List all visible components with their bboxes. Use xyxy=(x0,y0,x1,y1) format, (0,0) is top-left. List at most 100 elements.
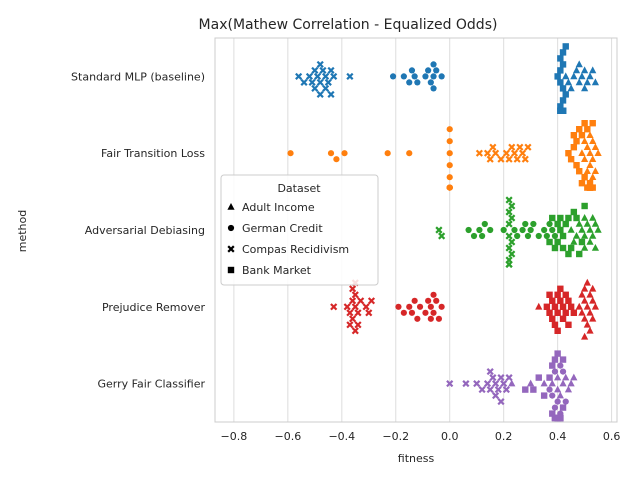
data-point xyxy=(581,214,589,221)
data-point xyxy=(570,72,578,80)
data-point xyxy=(562,373,570,381)
data-point xyxy=(492,380,500,388)
x-tick-label: −0.6 xyxy=(274,430,301,443)
data-point xyxy=(554,350,561,357)
data-point xyxy=(446,184,453,191)
data-point xyxy=(576,126,583,133)
data-point xyxy=(505,220,513,228)
data-point xyxy=(311,84,319,92)
data-point xyxy=(559,232,567,240)
data-point xyxy=(287,150,294,157)
data-point xyxy=(311,66,319,74)
data-point xyxy=(586,72,594,80)
data-point xyxy=(572,66,581,74)
data-point xyxy=(313,72,322,80)
data-point xyxy=(583,220,591,227)
data-point xyxy=(559,61,567,68)
data-point xyxy=(518,149,527,157)
data-point xyxy=(438,232,446,240)
data-point xyxy=(581,202,588,210)
data-point xyxy=(351,303,359,311)
data-point xyxy=(406,79,413,86)
x-axis-label: fitness xyxy=(398,452,435,465)
data-point xyxy=(578,132,586,139)
data-point xyxy=(581,232,589,239)
data-point xyxy=(557,67,564,74)
data-point xyxy=(489,143,497,151)
data-point xyxy=(576,168,583,175)
data-point xyxy=(430,291,437,298)
data-point xyxy=(586,184,594,191)
data-point xyxy=(567,156,575,163)
data-point xyxy=(591,143,600,150)
data-point xyxy=(411,73,418,80)
data-point xyxy=(433,67,440,74)
data-point xyxy=(549,214,556,222)
data-point xyxy=(559,85,567,92)
data-point xyxy=(557,79,564,86)
data-point xyxy=(446,174,453,181)
data-point xyxy=(562,220,569,228)
data-point xyxy=(549,315,556,322)
data-point xyxy=(400,73,407,80)
data-point xyxy=(508,143,516,151)
legend-marker-x xyxy=(227,245,235,253)
data-point xyxy=(541,226,548,234)
data-point xyxy=(575,60,583,68)
data-point xyxy=(487,226,494,234)
data-point xyxy=(316,78,324,86)
data-point xyxy=(400,309,407,316)
data-point xyxy=(589,120,596,127)
data-point xyxy=(300,78,308,86)
data-point xyxy=(562,398,569,405)
data-point xyxy=(433,297,440,304)
data-point xyxy=(530,386,537,393)
data-point xyxy=(573,162,580,169)
plot-frame xyxy=(214,37,618,423)
data-point xyxy=(557,226,564,234)
data-point xyxy=(559,107,567,114)
data-point xyxy=(427,303,434,310)
data-point xyxy=(589,214,597,221)
data-point xyxy=(586,308,594,316)
data-point xyxy=(562,309,569,316)
data-point xyxy=(546,374,553,381)
data-point xyxy=(548,379,556,387)
data-point xyxy=(565,150,572,157)
legend-marker-triangle xyxy=(227,203,235,210)
data-point xyxy=(591,244,600,251)
data-point xyxy=(565,214,572,222)
data-point xyxy=(586,226,594,233)
data-point xyxy=(543,232,550,240)
y-tick-label: Prejudice Remover xyxy=(102,301,206,314)
data-point xyxy=(513,155,521,163)
data-point xyxy=(549,297,556,304)
data-points xyxy=(287,43,602,422)
data-point xyxy=(584,126,591,133)
data-point xyxy=(330,72,338,80)
data-point xyxy=(481,220,488,228)
data-point xyxy=(573,214,580,222)
data-point xyxy=(319,66,327,74)
data-point xyxy=(564,78,573,86)
data-point xyxy=(551,232,559,240)
data-point xyxy=(479,232,486,240)
data-point xyxy=(559,97,567,104)
data-point xyxy=(505,244,513,252)
data-point xyxy=(578,180,586,187)
data-point xyxy=(483,380,492,388)
data-point xyxy=(354,321,362,329)
data-point xyxy=(333,156,340,163)
data-point xyxy=(505,374,513,382)
data-point xyxy=(322,72,330,80)
data-point xyxy=(425,67,432,74)
data-point xyxy=(562,291,569,298)
data-point xyxy=(562,91,569,98)
data-point xyxy=(492,392,500,400)
data-point xyxy=(543,303,551,310)
data-point xyxy=(435,226,443,234)
data-point xyxy=(589,66,597,74)
data-point xyxy=(367,297,376,305)
data-point xyxy=(581,137,589,144)
data-point xyxy=(489,374,497,382)
